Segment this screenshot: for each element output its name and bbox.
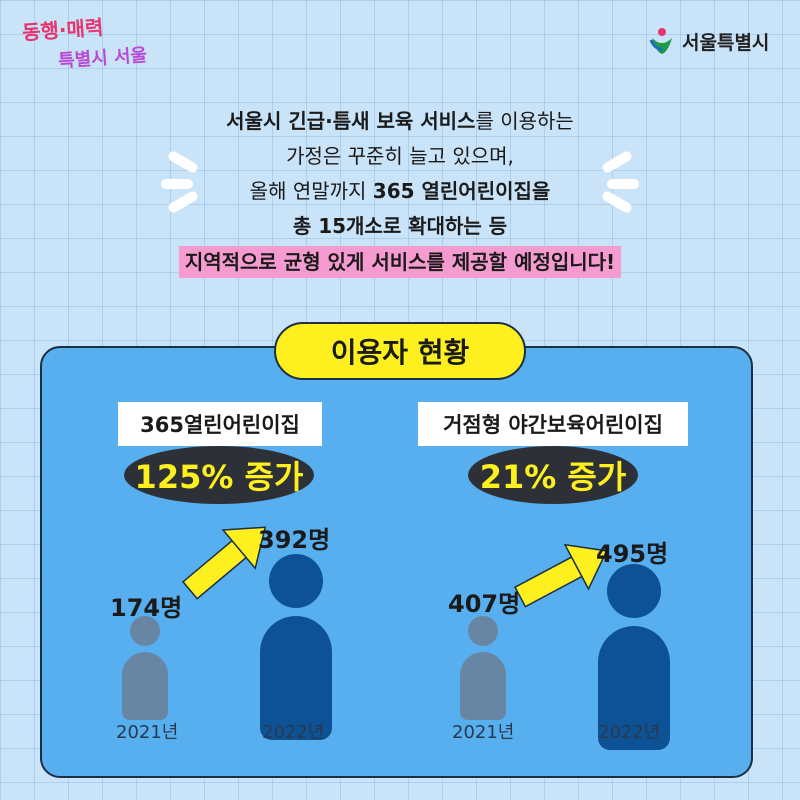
slogan-line1: 동행·매력 [21, 15, 105, 45]
slogan-line2: 특별시 서울 [57, 44, 148, 73]
intro-line-2: 가정은 꾸준히 늘고 있으며, [286, 144, 514, 168]
count-2022-night: 495명 [596, 540, 669, 568]
intro-line-3: 올해 연말까지 365 열린어린이집을 [0, 174, 800, 209]
seoul-city-logo: 서울특별시 [648, 24, 769, 58]
intro-line-3-pre: 올해 연말까지 [249, 179, 373, 203]
intro-line-1: 서울시 긴급·틈새 보육 서비스를 이용하는 [0, 104, 800, 139]
growth-arrow-icon [181, 526, 267, 600]
increase-badge-night: 21% 증가 [468, 446, 638, 504]
person-icon-2022 [260, 554, 332, 740]
count-2022-365: 392명 [258, 526, 331, 554]
year-2022-night: 2022년 [598, 722, 661, 743]
count-2021-365: 174명 [110, 594, 183, 622]
increase-badge-365: 125% 증가 [124, 446, 314, 504]
intro-highlight: 지역적으로 균형 있게 서비스를 제공할 예정입니다! [178, 246, 622, 278]
seoul-symbol-icon [649, 28, 672, 54]
card-title-365: 365열린어린이집 [118, 402, 322, 446]
intro-line-1-bold: 서울시 긴급·틈새 보육 서비스 [226, 109, 476, 133]
slogan-logo: 동행·매력 특별시 서울 [21, 14, 172, 74]
intro-line-4: 총 15개소로 확대하는 등 [0, 209, 800, 244]
person-icon-2021 [458, 616, 508, 720]
intro-line-4-bold: 총 15개소로 확대하는 등 [292, 214, 508, 238]
year-2021-night: 2021년 [452, 722, 515, 743]
intro-line-3-bold: 365 열린어린이집을 [372, 179, 551, 203]
status-title: 이용자 현황 [274, 322, 526, 380]
count-2021-night: 407명 [448, 590, 521, 618]
year-2022-365: 2022년 [262, 722, 325, 743]
year-2021-365: 2021년 [116, 722, 179, 743]
person-icon-2022 [598, 564, 670, 750]
intro-text: 서울시 긴급·틈새 보육 서비스를 이용하는 가정은 꾸준히 늘고 있으며, 올… [0, 104, 800, 280]
intro-highlight-line: 지역적으로 균형 있게 서비스를 제공할 예정입니다! [0, 244, 800, 280]
card-title-night: 거점형 야간보육어린이집 [418, 402, 688, 446]
logo-text: 서울특별시 [682, 31, 770, 54]
growth-arrow-icon [514, 543, 608, 608]
intro-line-1-rest: 를 이용하는 [475, 109, 574, 133]
person-icon-2021 [120, 616, 170, 720]
